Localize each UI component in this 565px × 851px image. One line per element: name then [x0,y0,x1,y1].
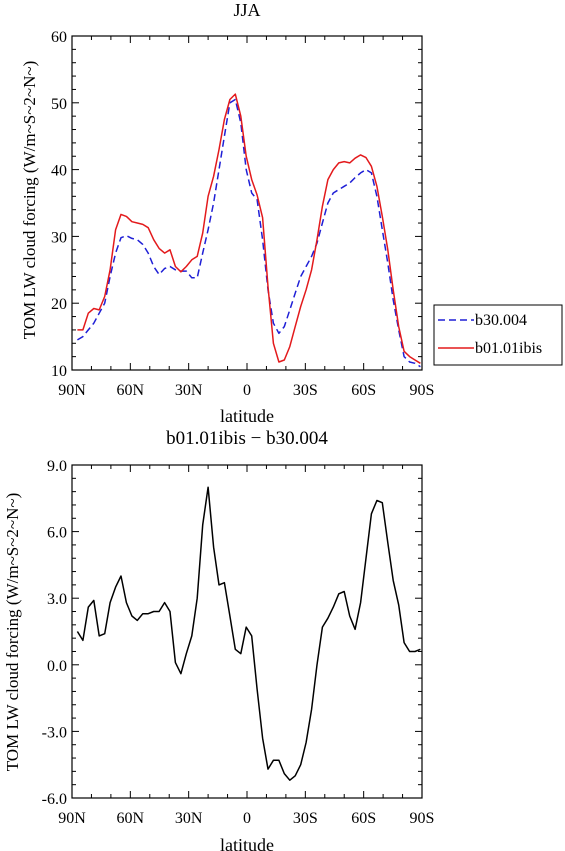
y-tick-label: 30 [51,229,67,246]
legend-label-b30004: b30.004 [475,312,527,329]
y-axis-label: TOM LW cloud forcing (W/m~S~2~N~) [20,61,39,340]
y-axis-label: TOM LW cloud forcing (W/m~S~2~N~) [3,493,22,772]
x-tick-label: 90N [58,810,86,827]
y-tick-label: -6.0 [42,791,67,808]
legend-box [433,304,563,366]
x-tick-label: 60S [351,810,376,827]
series-line-b0101ibis [77,93,421,364]
chart-jja: JJA 90N 60N 30N 0 30S 60S 90S 10 20 30 40 50 60 lati… [20,0,563,426]
x-axis-label: latitude [220,835,274,851]
y-tick-label: 50 [51,96,67,113]
legend-label-b0101ibis: b01.01ibis [475,340,542,357]
chart-title: b01.01ibis − b30.004 [166,428,328,449]
plot-frame [71,35,423,371]
chart-title: JJA [233,0,260,20]
x-tick-label: 0 [243,382,251,399]
y-tick-label: -3.0 [42,724,67,741]
y-tick-label: 3.0 [47,591,67,608]
y-tick-label: 9.0 [47,458,67,475]
x-tick-label: 60N [117,810,145,827]
x-tick-label: 0 [243,810,251,827]
plot-frame [71,464,423,799]
x-tick-label: 30N [175,382,203,399]
x-tick-label: 60N [117,382,145,399]
chart-difference: b01.01ibis − b30.004 90N 60N 30N 0 30S 60S 90S… [3,428,434,851]
legend: b30.004 b01.01ibis [433,304,563,366]
plot-area: 90N 60N 30N 0 30S 60S 90S 10 20 30 40 50 60 [51,29,434,399]
y-tick-label: 60 [51,29,67,46]
x-tick-label: 30N [175,810,203,827]
series-line-difference [76,486,421,781]
x-tick-label: 90S [410,382,435,399]
x-tick-label: 90N [58,382,86,399]
x-axis-label: latitude [220,406,274,426]
plot-area: 90N 60N 30N 0 30S 60S 90S 9.0 6.0 3.0 0.0 -3.0 -6.0 [42,458,435,827]
y-tick-label: 20 [51,296,67,313]
y-tick-label: 6.0 [47,525,67,542]
x-tick-label: 30S [293,382,318,399]
x-tick-label: 90S [410,810,435,827]
y-tick-label: 0.0 [47,658,67,675]
x-tick-label: 60S [351,382,376,399]
x-tick-label: 30S [293,810,318,827]
y-tick-label: 40 [51,163,67,180]
y-tick-label: 10 [51,363,67,380]
series-line-b30004 [77,98,421,368]
